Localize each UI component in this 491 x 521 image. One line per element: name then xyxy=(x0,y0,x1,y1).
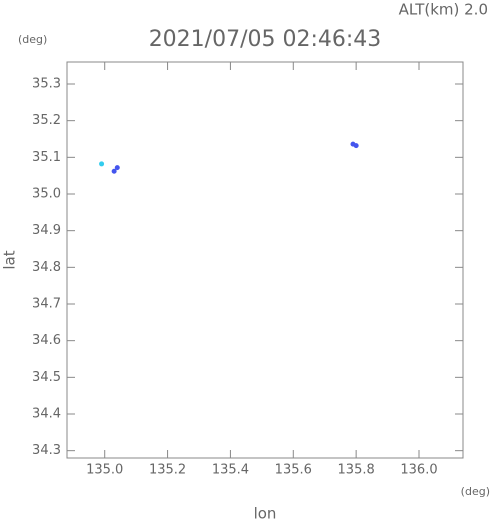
y-tick-label: 35.0 xyxy=(32,187,61,202)
chart-subtitle: ALT(km) 2.0 xyxy=(399,1,488,19)
x-tick-label: 135.4 xyxy=(212,463,249,478)
x-tick-label: 135.8 xyxy=(338,463,375,478)
x-unit: (deg) xyxy=(461,485,490,498)
x-tick-label: 135.0 xyxy=(86,463,123,478)
y-tick-label: 34.9 xyxy=(32,223,61,238)
x-axis-label: lon xyxy=(254,505,277,521)
point xyxy=(353,143,359,149)
point xyxy=(99,161,105,167)
y-axis-label: lat xyxy=(1,250,19,269)
y-tick-label: 34.7 xyxy=(32,297,61,312)
x-tick-label: 135.6 xyxy=(275,463,312,478)
y-tick-label: 34.8 xyxy=(32,260,61,275)
point xyxy=(114,165,120,171)
y-tick-label: 35.2 xyxy=(32,113,61,128)
y-tick-label: 35.3 xyxy=(32,77,61,92)
x-tick-label: 135.2 xyxy=(149,463,186,478)
chart-title: 2021/07/05 02:46:43 xyxy=(149,27,382,52)
y-tick-label: 34.5 xyxy=(32,370,61,385)
y-tick-label: 34.6 xyxy=(32,333,61,348)
y-tick-label: 35.1 xyxy=(32,150,61,165)
x-tick-label: 136.0 xyxy=(400,463,437,478)
y-unit: (deg) xyxy=(18,33,47,46)
point xyxy=(111,168,117,174)
plot-frame xyxy=(66,61,464,459)
y-tick-label: 34.3 xyxy=(32,443,61,458)
y-tick-label: 34.4 xyxy=(32,407,61,422)
